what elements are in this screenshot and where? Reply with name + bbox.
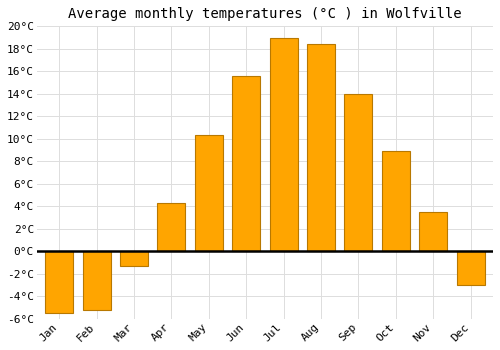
Title: Average monthly temperatures (°C ) in Wolfville: Average monthly temperatures (°C ) in Wo… [68,7,462,21]
Bar [382,151,410,251]
Bar [195,135,223,251]
Bar [307,44,335,251]
Bar [158,203,186,251]
Bar [344,94,372,251]
Bar [82,251,110,310]
Bar [120,251,148,266]
Bar [456,251,484,285]
Bar [270,37,297,251]
Bar [45,251,73,313]
Bar [232,76,260,251]
Bar [419,212,447,251]
